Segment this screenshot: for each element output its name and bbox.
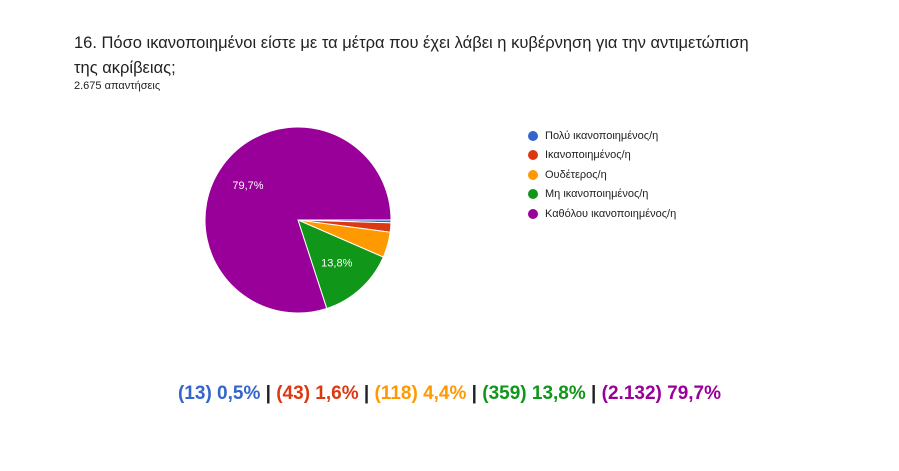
summary-separator: | bbox=[466, 383, 483, 404]
legend-dot-icon bbox=[528, 169, 538, 180]
question-text-line-1: 16. Πόσο ικανοποιημένοι είστε με τα μέτρ… bbox=[74, 34, 749, 52]
summary-item-3: (118) 4,4% bbox=[374, 383, 467, 404]
legend-dot-icon bbox=[528, 208, 538, 219]
summary-separator: | bbox=[358, 383, 375, 404]
summary-separator: | bbox=[260, 383, 277, 404]
question-title: 16. Πόσο ικανοποιημένοι είστε με τα μέτρ… bbox=[74, 31, 834, 81]
pie-slice-label-4: 13,8% bbox=[321, 258, 352, 270]
legend-dot-icon bbox=[528, 189, 538, 200]
legend-item-1: Πολύ ικανοποιημένος/η bbox=[528, 126, 676, 146]
summary-item-2: (43) 1,6% bbox=[276, 383, 359, 404]
response-count: 2.675 απαντήσεις bbox=[74, 80, 161, 92]
legend-label: Καθόλου ικανοποιημένος/η bbox=[545, 207, 677, 220]
summary-separator: | bbox=[585, 383, 602, 404]
legend-item-2: Ικανοποιημένος/η bbox=[528, 146, 676, 166]
pie-slice-4 bbox=[297, 219, 384, 310]
legend-label: Ουδέτερος/η bbox=[545, 168, 607, 181]
legend-label: Μη ικανοποιημένος/η bbox=[545, 188, 649, 201]
pie-slice-label-5: 79,7% bbox=[232, 180, 263, 192]
chart-legend: Πολύ ικανοποιημένος/η Ικανοποιημένος/η Ουδ… bbox=[528, 126, 676, 224]
summary-item-5: (2.132) 79,7% bbox=[601, 383, 722, 404]
legend-label: Πολύ ικανοποιημένος/η bbox=[545, 129, 659, 142]
legend-dot-icon bbox=[528, 130, 538, 141]
legend-item-3: Ουδέτερος/η bbox=[528, 165, 676, 185]
legend-item-5: Καθόλου ικανοποιημένος/η bbox=[528, 204, 676, 224]
legend-dot-icon bbox=[528, 150, 538, 161]
summary-line: (13) 0,5% | (43) 1,6% | (118) 4,4% | (35… bbox=[0, 383, 899, 405]
legend-item-4: Μη ικανοποιημένος/η bbox=[528, 185, 676, 205]
summary-item-4: (359) 13,8% bbox=[482, 383, 586, 404]
pie-slice-5 bbox=[204, 126, 392, 314]
question-text-line-2: της ακρίβειας; bbox=[74, 59, 176, 77]
summary-item-1: (13) 0,5% bbox=[177, 383, 261, 404]
legend-label: Ικανοποιημένος/η bbox=[545, 149, 631, 162]
